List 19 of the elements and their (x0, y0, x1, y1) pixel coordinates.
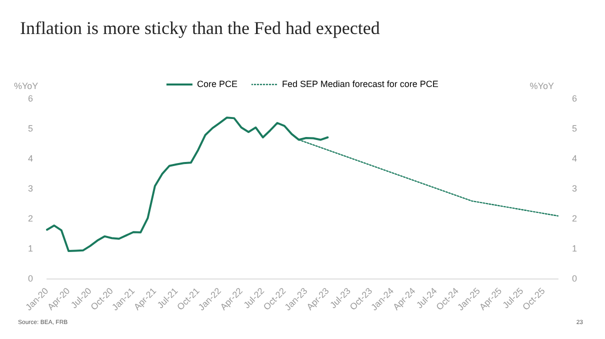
y2-tick-label: 5 (572, 123, 578, 134)
y2-tick-label: 6 (572, 93, 578, 104)
y-tick-label: 6 (28, 93, 34, 104)
y-tick-label: 1 (28, 243, 34, 254)
y-tick-label: 2 (28, 213, 34, 224)
y-axis-title: %YoY (14, 80, 38, 91)
y2-tick-label: 1 (572, 243, 578, 254)
y2-tick-label: 3 (572, 183, 578, 194)
y-tick-label: 0 (28, 273, 34, 284)
y-tick-label: 3 (28, 183, 34, 194)
y-tick-label: 5 (28, 123, 34, 134)
y2-tick-label: 2 (572, 213, 578, 224)
y-tick-label: 4 (28, 153, 34, 164)
y2-tick-label: 0 (572, 273, 578, 284)
legend-label: Core PCE (196, 78, 238, 89)
chart-title: Inflation is more sticky than the Fed had expected (20, 18, 380, 39)
y2-tick-label: 4 (572, 153, 578, 164)
legend-label: Fed SEP Median forecast for core PCE (282, 78, 438, 89)
y2-axis-title: %YoY (530, 80, 554, 91)
